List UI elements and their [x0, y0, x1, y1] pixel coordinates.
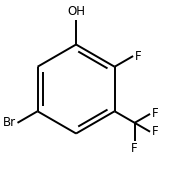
Text: OH: OH: [67, 5, 85, 18]
Text: F: F: [152, 125, 158, 138]
Text: Br: Br: [3, 116, 16, 129]
Text: F: F: [131, 142, 138, 155]
Text: F: F: [135, 49, 141, 63]
Text: F: F: [152, 107, 158, 121]
